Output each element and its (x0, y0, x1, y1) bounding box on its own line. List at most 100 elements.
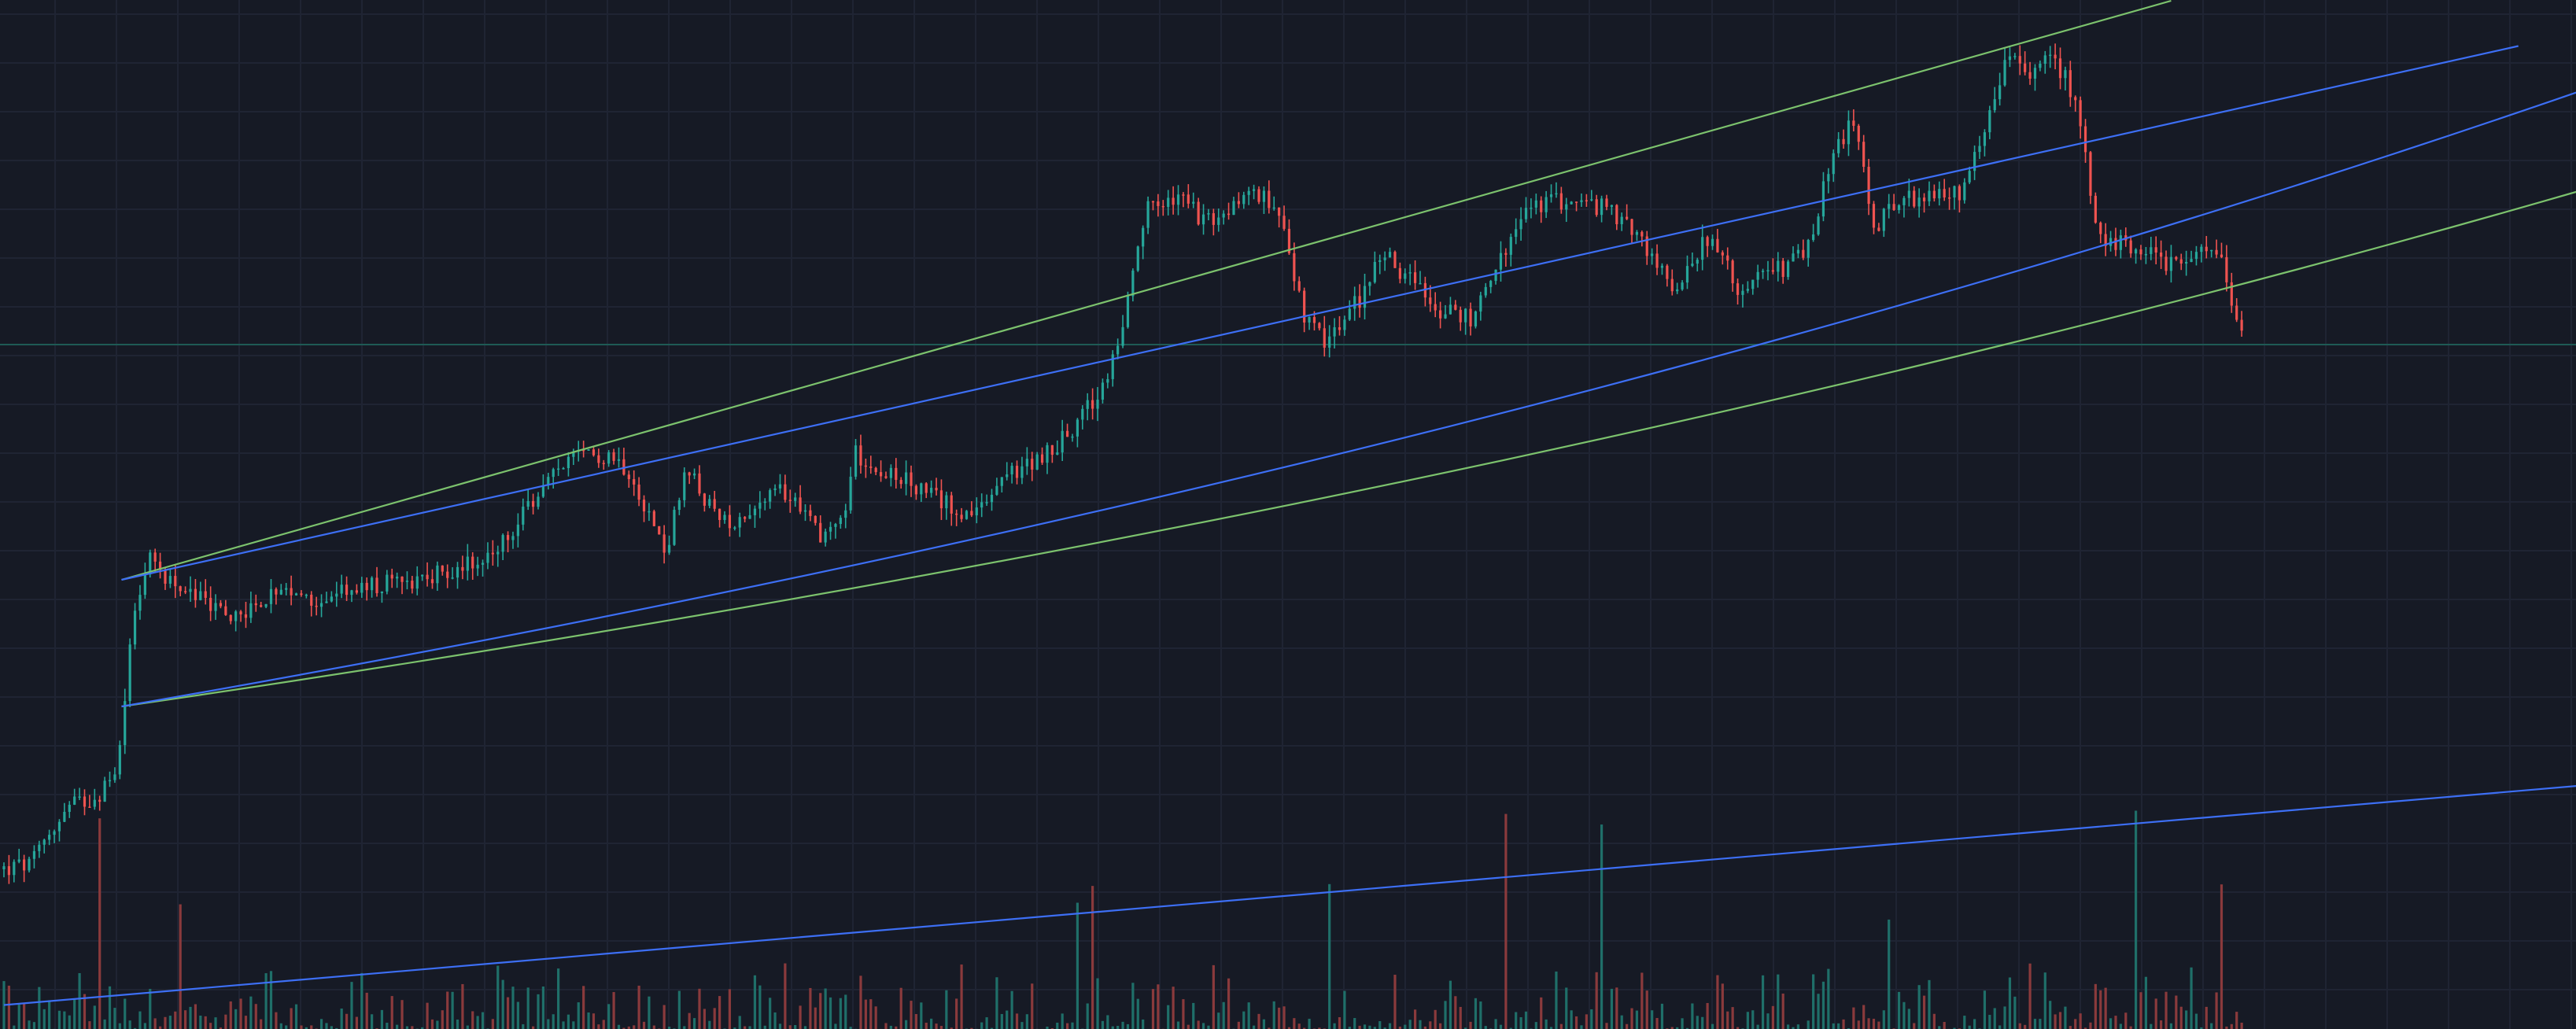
candle-body (1615, 205, 1618, 224)
candle-body (1726, 255, 1729, 261)
candle-body (1419, 282, 1422, 285)
volume-bar (345, 1013, 349, 1029)
candle-body (1393, 252, 1397, 268)
volume-bar (2079, 1013, 2082, 1029)
volume-bar (1676, 1027, 1679, 1029)
volume-bar (572, 1021, 575, 1029)
candle-body (194, 588, 197, 600)
volume-bar (662, 1005, 666, 1029)
candle-body (1892, 204, 1895, 210)
volume-bar (1998, 1025, 2002, 1029)
volume-bar (481, 1012, 485, 1029)
volume-bar (950, 1027, 953, 1029)
candle-body (179, 586, 182, 592)
volume-bar (421, 1027, 424, 1029)
volume-bar (1459, 1006, 1462, 1029)
candle-body (1968, 171, 1971, 183)
candle-body (386, 574, 389, 592)
candle-body (1434, 304, 1437, 311)
candle-body (1464, 308, 1467, 323)
volume-bar (2160, 1020, 2163, 1029)
volume-bar (17, 1005, 20, 1029)
candle-body (1519, 219, 1522, 230)
volume-bar (28, 1020, 31, 1029)
volume-bar (1913, 1023, 1916, 1029)
volume-bar (340, 1008, 343, 1029)
candle-body (310, 594, 313, 606)
volume-bar (1751, 1010, 1755, 1029)
volume-bar (778, 1023, 782, 1029)
candle-body (350, 590, 353, 596)
volume-bar (1454, 996, 1457, 1029)
candle-body (516, 524, 519, 537)
candle-body (1091, 400, 1094, 409)
candle-body (864, 465, 867, 467)
volume-bar (1429, 1021, 1432, 1029)
candle-body (1736, 283, 1740, 295)
trendline-blue[interactable] (121, 91, 2576, 708)
volume-bar (214, 1017, 217, 1029)
candle-body (975, 507, 978, 516)
volume-bar (57, 1010, 61, 1029)
volume-bar (2194, 1013, 2198, 1029)
volume-bar (1963, 1016, 1966, 1029)
candle-body (566, 456, 570, 469)
candle-body (718, 508, 722, 520)
candle-body (1787, 261, 1790, 278)
volume-bar (93, 1005, 96, 1029)
candle-body (1050, 444, 1054, 455)
candle-body (869, 467, 873, 468)
candle-body (108, 780, 112, 782)
volume-bar (1988, 1015, 1991, 1029)
candle-body (803, 510, 807, 512)
volume-bar (360, 972, 364, 1029)
volume-bar (174, 1011, 177, 1029)
candle-body (1771, 270, 1774, 272)
trendline-blue[interactable] (121, 45, 2519, 581)
candle-body (698, 473, 701, 494)
candle-body (1413, 272, 1417, 283)
volume-bar (511, 987, 515, 1029)
trendline-blue[interactable] (3, 785, 2576, 1006)
candle-body (2058, 58, 2062, 79)
trendline-green[interactable] (121, 190, 2576, 708)
volume-bar (2139, 992, 2142, 1029)
trendlines[interactable] (3, 0, 2576, 1006)
candle-body (1761, 271, 1765, 272)
volume-bar (13, 1025, 16, 1029)
volume-bar (325, 1023, 328, 1029)
volume-bar (1353, 1018, 1356, 1029)
volume-bar (1660, 1003, 1664, 1029)
candle-body (269, 588, 273, 604)
candle-body (1000, 477, 1003, 486)
candle-body (939, 490, 943, 509)
candle-body (1651, 253, 1654, 256)
volume-bar (905, 1020, 908, 1029)
volume-bar (446, 991, 449, 1029)
volume-bar (1787, 1024, 1790, 1029)
volume-bar (541, 986, 545, 1029)
trendline-green[interactable] (121, 0, 2172, 581)
candle-body (537, 496, 540, 507)
candle-body (874, 467, 877, 473)
candle-body (1938, 189, 1941, 199)
candle-body (1489, 281, 1493, 287)
volume-bar (1761, 975, 1765, 1029)
candle-body (1323, 328, 1326, 348)
volume-bar (68, 1015, 71, 1029)
volume-bar (239, 998, 242, 1029)
volume-bar (910, 1001, 913, 1029)
candle-body (980, 502, 984, 508)
candle-body (1474, 311, 1478, 326)
volume-bar (935, 1023, 938, 1029)
volume-bar (784, 963, 787, 1029)
volume-bar (1378, 1021, 1382, 1029)
candle-body (48, 835, 51, 840)
volume-bar (411, 1026, 414, 1029)
candle-body (1781, 260, 1784, 278)
candle-body (1741, 290, 1744, 295)
candle-body (1348, 308, 1351, 320)
volume-bar (294, 1004, 298, 1029)
